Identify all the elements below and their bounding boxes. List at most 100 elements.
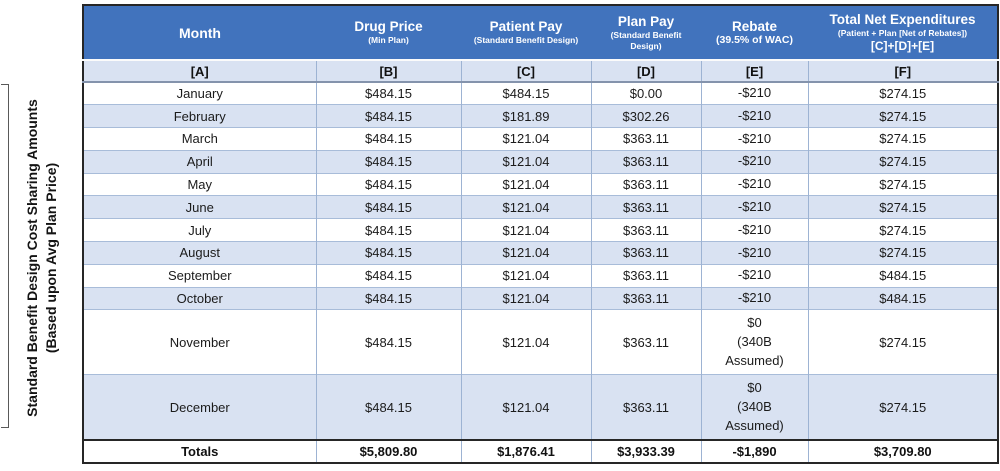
table-row: November $484.15 $121.04 $363.11 $0 (340B As… [83,309,998,375]
cell-rebate: -$210 [700,263,808,288]
cell-rebate: -$210 [700,81,808,105]
cell-drug-price: $484.15 [315,195,461,219]
col-header-plan-pay-sub: (Standard Benefit Design) [610,29,682,51]
axis-tick-top [1,84,9,85]
cell-patient-pay: $181.89 [460,104,591,128]
cell-rebate: -$210 [700,149,808,174]
col-header-drug-price-sub: (Min Plan) [368,35,409,45]
cell-patient-pay: $121.04 [460,149,591,174]
col-header-month: Month [83,5,316,60]
cell-drug-price: $484.15 [315,286,461,310]
cell-total: $274.15 [807,309,998,375]
column-letter-row: [A] [B] [C] [D] [E] [F] [83,59,998,83]
col-header-total-sub: (Patient + Plan [Net of Rebates]) [837,28,968,38]
table-row: August $484.15 $121.04 $363.11 -$210 $274.15 [83,241,998,265]
col-header-drug-price-label: Drug Price [354,19,423,34]
axis-tick-bottom [1,427,9,428]
col-letter-b: [B] [315,59,461,83]
col-letter-d: [D] [590,59,701,83]
cell-drug-price: $484.15 [315,218,461,242]
cell-drug-price: $484.15 [315,127,461,151]
cell-drug-price: $484.15 [315,309,461,375]
header-row: Month Drug Price (Min Plan) Patient Pay … [83,5,998,60]
cell-rebate: -$210 [700,195,808,219]
cell-patient-pay: $121.04 [460,241,591,265]
cell-plan-pay: $363.11 [590,195,701,219]
cost-sharing-table: Month Drug Price (Min Plan) Patient Pay … [82,4,999,464]
cell-plan-pay: $363.11 [590,309,701,375]
table-row: December $484.15 $121.04 $363.11 $0 (340B As… [83,374,998,440]
cell-plan-pay: $302.26 [590,104,701,128]
cell-total: $274.15 [807,241,998,265]
cell-month: November [83,309,316,375]
col-header-patient-pay-sub: (Standard Benefit Design) [473,35,579,45]
cell-drug-price: $484.15 [315,374,461,440]
table-row: February $484.15 $181.89 $302.26 -$210 $274.1… [83,104,998,128]
cell-total: $274.15 [807,149,998,174]
col-header-total-formula: [C]+[D]+[E] [870,39,935,53]
cell-plan-pay: $363.11 [590,218,701,242]
cell-rebate: -$210 [700,241,808,265]
cell-plan-pay: $363.11 [590,374,701,440]
totals-total: $3,709.80 [807,438,998,463]
cell-patient-pay: $484.15 [460,81,591,105]
cell-total: $274.15 [807,104,998,128]
cell-month: May [83,172,316,196]
cell-rebate: $0 (340B Assumed) [700,374,808,440]
col-letter-e: [E] [700,59,808,83]
col-header-total-label: Total Net Expenditures [829,12,976,27]
cell-total: $274.15 [807,374,998,440]
side-axis-label-line2: (Based upon Avg Plan Price) [43,162,59,354]
table-row: January $484.15 $484.15 $0.00 -$210 $274.15 [83,81,998,105]
col-letter-f: [F] [807,59,998,83]
cell-plan-pay: $0.00 [590,81,701,105]
col-header-drug-price: Drug Price (Min Plan) [316,5,461,60]
cell-rebate: -$210 [700,286,808,310]
col-header-rebate-sub: (39.5% of WAC) [715,34,793,46]
cell-drug-price: $484.15 [315,172,461,196]
col-header-plan-pay: Plan Pay (Standard Benefit Design) [591,5,701,60]
table-row: March $484.15 $121.04 $363.11 -$210 $274.15 [83,127,998,151]
table-row: May $484.15 $121.04 $363.11 -$210 $274.15 [83,172,998,196]
col-letter-a: [A] [83,59,316,83]
cell-patient-pay: $121.04 [460,309,591,375]
col-header-plan-pay-label: Plan Pay [617,13,675,29]
cell-total: $274.15 [807,81,998,105]
cell-drug-price: $484.15 [315,104,461,128]
totals-row: Totals $5,809.80 $1,876.41 $3,933.39 -$1… [83,438,998,463]
cell-patient-pay: $121.04 [460,218,591,242]
col-header-rebate-label: Rebate [731,19,777,34]
cell-total: $274.15 [807,195,998,219]
cell-drug-price: $484.15 [315,81,461,105]
cell-patient-pay: $121.04 [460,127,591,151]
cell-total: $274.15 [807,172,998,196]
cell-patient-pay: $121.04 [460,195,591,219]
totals-drug-price: $5,809.80 [315,438,461,463]
cell-plan-pay: $363.11 [590,286,701,310]
cell-rebate: -$210 [700,127,808,151]
side-axis-label: Standard Benefit Design Cost Sharing Amo… [23,99,61,417]
cell-patient-pay: $121.04 [460,263,591,288]
cell-patient-pay: $121.04 [460,374,591,440]
cell-patient-pay: $121.04 [460,172,591,196]
table-body: January $484.15 $484.15 $0.00 -$210 $274.15 Fe… [83,81,998,440]
totals-plan-pay: $3,933.39 [590,438,701,463]
cell-plan-pay: $363.11 [590,127,701,151]
cell-plan-pay: $363.11 [590,263,701,288]
cell-plan-pay: $363.11 [590,241,701,265]
cell-month: February [83,104,316,128]
col-header-month-label: Month [179,24,221,41]
cell-month: July [83,218,316,242]
cell-month: January [83,81,316,105]
table-row: June $484.15 $121.04 $363.11 -$210 $274.15 [83,195,998,219]
col-header-total: Total Net Expenditures (Patient + Plan [… [808,5,998,60]
totals-label: Totals [83,438,316,463]
cell-total: $274.15 [807,127,998,151]
cell-rebate: $0 (340B Assumed) [700,309,808,375]
col-header-patient-pay: Patient Pay (Standard Benefit Design) [461,5,591,60]
table-row: September $484.15 $121.04 $363.11 -$210 $484.… [83,263,998,288]
cell-month: April [83,149,316,174]
cell-month: December [83,374,316,440]
cell-patient-pay: $121.04 [460,286,591,310]
